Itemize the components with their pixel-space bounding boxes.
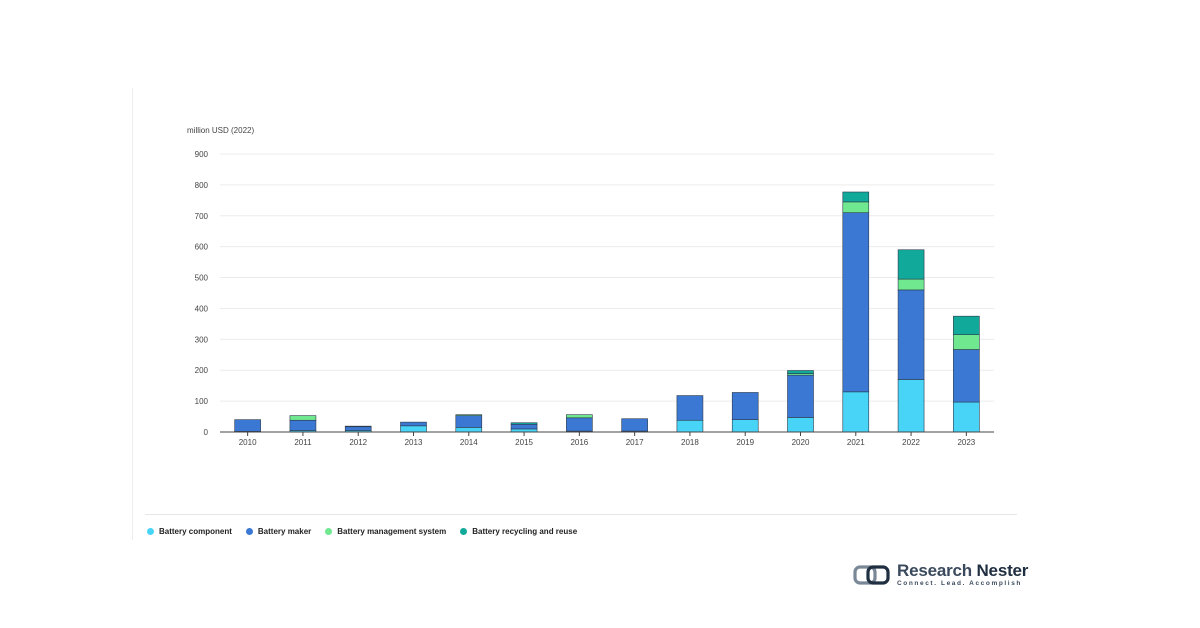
legend-item: Battery recycling and reuse bbox=[460, 527, 577, 536]
x-tick-label: 2017 bbox=[626, 438, 644, 447]
y-tick-label: 800 bbox=[195, 181, 209, 190]
x-tick-label: 2012 bbox=[349, 438, 367, 447]
axes: 0 100 200 300 400 500 600 700 800 900 2010 2011 2012… bbox=[195, 150, 994, 447]
legend-swatch bbox=[460, 527, 468, 535]
y-tick-label: 500 bbox=[195, 274, 209, 283]
legend-item: Battery component bbox=[147, 527, 232, 536]
x-tick-label: 2015 bbox=[515, 438, 533, 447]
legend-swatch bbox=[245, 527, 253, 535]
legend-divider bbox=[145, 514, 1017, 515]
bar-segment bbox=[787, 417, 814, 433]
bar-segment bbox=[897, 379, 925, 433]
bar-segment bbox=[566, 414, 593, 419]
y-tick-label: 400 bbox=[195, 304, 209, 313]
research-nester-logo: Research Nester Connect. Lead. Accomplis… bbox=[853, 562, 1028, 588]
x-tick-label: 2020 bbox=[792, 438, 810, 447]
left-divider bbox=[132, 88, 133, 540]
logo-name-research: Research bbox=[897, 561, 972, 581]
bar-segment bbox=[897, 289, 925, 380]
y-axis-label: million USD (2022) bbox=[187, 126, 254, 135]
x-tick-label: 2016 bbox=[570, 438, 588, 447]
legend-label: Battery management system bbox=[337, 526, 447, 536]
bar-segment bbox=[289, 419, 317, 431]
bar-segment bbox=[787, 374, 814, 418]
bar-segment bbox=[731, 419, 759, 433]
bar-segment bbox=[676, 395, 704, 421]
bar-segment bbox=[897, 278, 925, 291]
x-tick-label: 2023 bbox=[957, 438, 975, 447]
bar-segment bbox=[953, 401, 980, 433]
x-tick-label: 2021 bbox=[847, 438, 865, 447]
logo-tagline: Connect. Lead. Accomplish bbox=[897, 580, 1022, 588]
bar-segment bbox=[897, 249, 925, 280]
bar-segment bbox=[953, 334, 980, 350]
bar-segment bbox=[842, 391, 870, 433]
research-nester-logo-icon bbox=[853, 565, 890, 585]
bar-segment bbox=[510, 423, 538, 430]
legend: Battery component Battery maker Battery ma… bbox=[147, 523, 577, 539]
bar-segment bbox=[234, 419, 261, 432]
y-tick-label: 100 bbox=[195, 397, 209, 406]
y-tick-label: 0 bbox=[204, 428, 209, 437]
bar-segment bbox=[510, 422, 538, 425]
legend-item: Battery management system bbox=[325, 527, 446, 536]
x-tick-label: 2011 bbox=[294, 438, 312, 447]
bar-segment bbox=[566, 417, 593, 432]
x-tick-label: 2013 bbox=[405, 438, 423, 447]
legend-label: Battery recycling and reuse bbox=[472, 526, 578, 536]
bar-segment bbox=[842, 201, 870, 213]
y-tick-label: 700 bbox=[195, 212, 209, 221]
bar-segment bbox=[400, 421, 427, 427]
x-tick-label: 2019 bbox=[736, 438, 754, 447]
bar-segment bbox=[455, 414, 483, 416]
legend-item: Battery maker bbox=[245, 526, 312, 536]
y-tick-label: 600 bbox=[195, 243, 209, 252]
x-tick-label: 2014 bbox=[460, 438, 478, 447]
logo-name-nester: Nester bbox=[976, 561, 1029, 581]
bar-segment bbox=[842, 191, 870, 203]
legend-swatch bbox=[325, 527, 333, 535]
x-tick-label: 2010 bbox=[239, 438, 257, 447]
bar-segment bbox=[289, 415, 317, 421]
grid-lines bbox=[220, 153, 994, 402]
bar-segment bbox=[455, 415, 483, 428]
bar-segment bbox=[344, 425, 372, 428]
bar-segment bbox=[621, 418, 648, 432]
bar-segment bbox=[676, 419, 704, 433]
y-tick-label: 200 bbox=[195, 366, 209, 375]
bar-segment bbox=[953, 315, 980, 335]
bar-segment bbox=[344, 426, 372, 431]
legend-label: Battery component bbox=[159, 526, 232, 536]
bars bbox=[234, 191, 980, 433]
y-tick-label: 900 bbox=[195, 150, 209, 159]
bar-segment bbox=[731, 392, 759, 420]
bar-segment bbox=[787, 370, 814, 374]
legend-label: Battery maker bbox=[257, 526, 312, 536]
y-tick-label: 300 bbox=[195, 335, 209, 344]
x-tick-label: 2022 bbox=[902, 438, 920, 447]
bar-segment bbox=[400, 425, 427, 433]
bar-segment bbox=[455, 427, 483, 433]
legend-swatch bbox=[147, 527, 154, 535]
bar-segment bbox=[842, 212, 870, 393]
bar-segment bbox=[953, 349, 980, 403]
x-tick-label: 2018 bbox=[681, 438, 699, 447]
